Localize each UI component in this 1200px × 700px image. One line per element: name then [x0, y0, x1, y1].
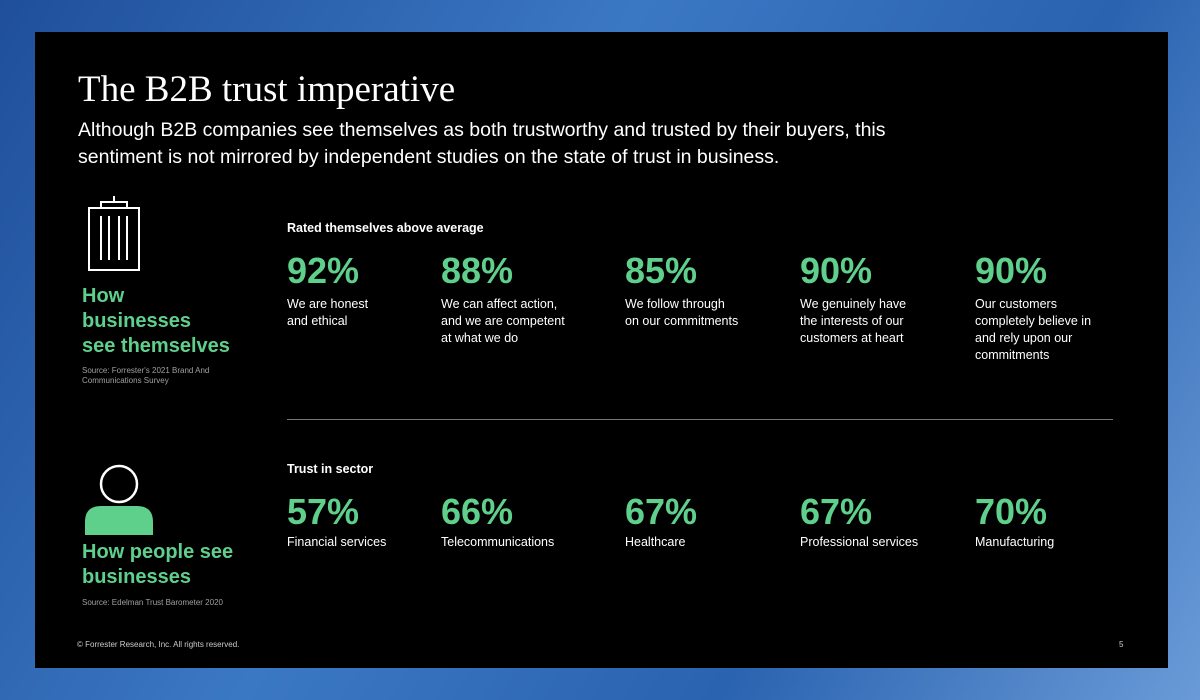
copyright: © Forrester Research, Inc. All rights re… [77, 640, 240, 649]
divider [287, 419, 1113, 420]
stat-description: completely believe in [975, 314, 1092, 328]
section-heading: businesses [82, 310, 191, 332]
stat-value: 57% [287, 491, 360, 532]
stat-value: 66% [441, 491, 514, 532]
stat-value: 88% [441, 250, 514, 291]
stat-value: 85% [625, 250, 698, 291]
section-heading: How people see [82, 541, 234, 563]
stat-value: 67% [800, 491, 873, 532]
source-note: Source: Forrester's 2021 Brand And [82, 366, 210, 375]
page-number: 5 [1119, 640, 1124, 649]
stat-description: We genuinely have [800, 297, 907, 311]
stat-description: Healthcare [625, 535, 686, 549]
subtitle-line: sentiment is not mirrored by independent… [78, 146, 780, 168]
stat-value: 90% [800, 250, 873, 291]
person-icon [85, 464, 153, 535]
stat-description: and we are competent [441, 314, 565, 328]
section-heading: How [82, 285, 125, 307]
stat-description: Professional services [800, 535, 919, 549]
stat-description: and ethical [287, 314, 348, 328]
stat-description: Manufacturing [975, 535, 1055, 549]
stat-description: at what we do [441, 331, 519, 345]
stat-value: 70% [975, 491, 1048, 532]
slide: The B2B trust imperative Although B2B co… [35, 32, 1168, 668]
stat-description: on our commitments [625, 314, 739, 328]
stat-description: Telecommunications [441, 535, 555, 549]
subtitle-line: Although B2B companies see themselves as… [78, 119, 886, 141]
building-icon [88, 196, 140, 271]
stat-description: commitments [975, 348, 1050, 362]
stat-description: We can affect action, [441, 297, 558, 311]
stat-value: 92% [287, 250, 360, 291]
source-note: Communications Survey [82, 376, 169, 385]
stat-description: the interests of our [800, 314, 904, 328]
slide-title: The B2B trust imperative [78, 69, 456, 110]
section-label: Rated themselves above average [287, 221, 484, 235]
stat-value: 67% [625, 491, 698, 532]
section-label: Trust in sector [287, 462, 374, 476]
section-heading: see themselves [82, 335, 230, 357]
stat-description: We follow through [625, 297, 725, 311]
source-note: Source: Edelman Trust Barometer 2020 [82, 598, 223, 607]
stat-description: and rely upon our [975, 331, 1073, 345]
section-heading: businesses [82, 566, 191, 588]
stat-description: Our customers [975, 297, 1057, 311]
stat-description: We are honest [287, 297, 369, 311]
stat-description: Financial services [287, 535, 387, 549]
stat-description: customers at heart [800, 331, 904, 345]
stat-value: 90% [975, 250, 1048, 291]
